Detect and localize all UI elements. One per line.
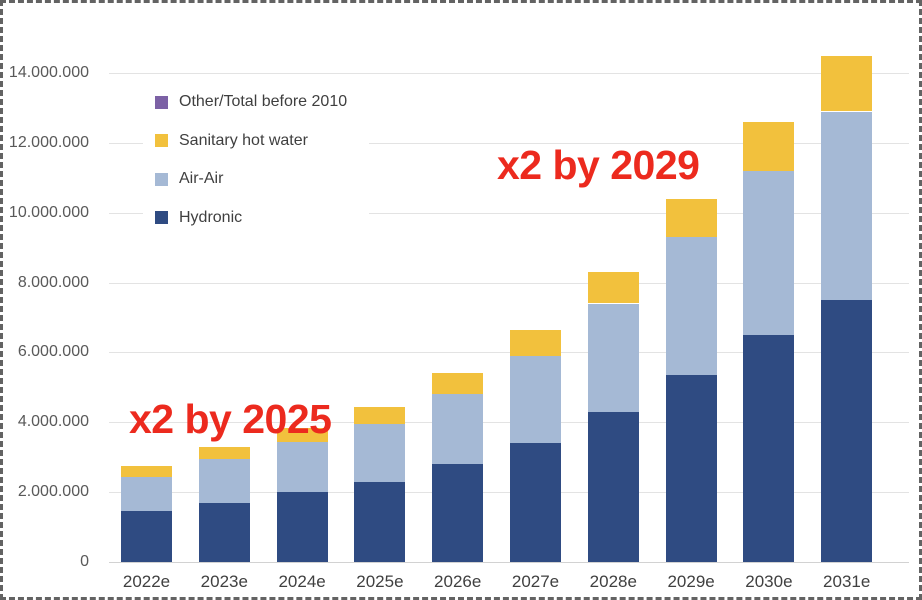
y-tick-label: 14.000.000 xyxy=(8,64,89,81)
annotation-text: x2 by 2025 xyxy=(129,396,332,442)
bar-segment-sanitary-hot-water xyxy=(743,121,795,171)
y-tick-label: 10.000.000 xyxy=(8,204,89,221)
bar-segment-hydronic xyxy=(510,443,561,562)
bar-segment-hydronic xyxy=(432,464,484,562)
x-tick-label: 2031e xyxy=(823,572,871,591)
legend-swatch-air-air xyxy=(155,172,168,186)
bar-segment-sanitary-hot-water xyxy=(121,466,172,477)
x-tick-label: 2027e xyxy=(511,572,560,591)
legend-item: Other/Total before 2010 xyxy=(155,93,369,111)
bar-segment-hydronic xyxy=(587,411,639,562)
legend-item: Air-Air xyxy=(155,170,369,188)
y-tick-label: 0 xyxy=(80,553,89,570)
bar-segment-sanitary-hot-water xyxy=(354,406,406,425)
bar-segment-sanitary-hot-water xyxy=(821,55,873,112)
y-tick-label: 6.000.000 xyxy=(17,343,89,360)
gridline xyxy=(109,422,909,423)
bar-segment-air-air xyxy=(121,476,172,512)
gridline xyxy=(109,283,909,284)
bar-segment-air-air xyxy=(743,170,795,335)
bar-segment-hydronic xyxy=(821,300,873,562)
bar-segment-air-air xyxy=(821,111,873,301)
gridline xyxy=(109,213,909,214)
legend-item: Sanitary hot water xyxy=(155,132,369,150)
bar-segment-air-air xyxy=(432,394,484,465)
x-tick-label: 2030e xyxy=(745,572,793,591)
bar-segment-hydronic xyxy=(665,375,717,562)
legend-item: Hydronic xyxy=(155,209,369,227)
bar-segment-air-air xyxy=(665,237,717,376)
y-tick-label: 12.000.000 xyxy=(8,134,89,151)
gridline xyxy=(109,73,909,74)
bar-segment-hydronic xyxy=(276,492,328,562)
x-tick-label: 2022e xyxy=(122,572,171,591)
x-tick-label: 2029e xyxy=(667,572,715,591)
bar-segment-air-air xyxy=(510,355,561,444)
bar-segment-sanitary-hot-water xyxy=(276,427,328,442)
legend-label: Sanitary hot water xyxy=(179,131,308,149)
gridline xyxy=(109,492,909,493)
bar-segment-sanitary-hot-water xyxy=(665,198,717,238)
legend-swatch-other-total-before-2010 xyxy=(155,95,168,109)
bar-segment-sanitary-hot-water xyxy=(510,329,561,356)
bar-segment-air-air xyxy=(354,424,406,482)
annotation-text: x2 by 2029 xyxy=(497,142,700,188)
legend-label: Hydronic xyxy=(179,208,243,226)
y-tick-label: 8.000.000 xyxy=(17,274,89,291)
bar-segment-sanitary-hot-water xyxy=(198,446,250,459)
x-tick-label: 2024e xyxy=(278,572,326,591)
bar-segment-hydronic xyxy=(198,502,250,562)
legend-label: Air-Air xyxy=(179,170,224,188)
y-tick-label: 2.000.000 xyxy=(17,483,89,500)
gridline xyxy=(109,143,909,144)
legend: Other/Total before 2010 Sanitary hot wate… xyxy=(143,87,369,237)
bar-segment-sanitary-hot-water xyxy=(432,373,484,395)
bar-segment-sanitary-hot-water xyxy=(587,272,639,304)
x-tick-label: 2025e xyxy=(356,572,404,591)
legend-swatch-sanitary-hot-water xyxy=(155,134,168,148)
gridline xyxy=(109,562,909,563)
bar-segment-air-air xyxy=(587,303,639,412)
gridline xyxy=(109,352,909,353)
y-tick-label: 4.000.000 xyxy=(17,413,89,430)
bar-segment-hydronic xyxy=(743,335,795,562)
legend-label: Other/Total before 2010 xyxy=(179,93,348,110)
x-tick-label: 2023e xyxy=(200,572,248,591)
bar-segment-hydronic xyxy=(121,511,172,562)
x-tick-label: 2028e xyxy=(589,572,637,591)
bar-segment-hydronic xyxy=(354,481,406,562)
legend-swatch-hydronic xyxy=(155,211,168,225)
bar-segment-air-air xyxy=(198,459,250,503)
x-tick-label: 2026e xyxy=(434,572,482,591)
bar-segment-air-air xyxy=(276,441,328,493)
